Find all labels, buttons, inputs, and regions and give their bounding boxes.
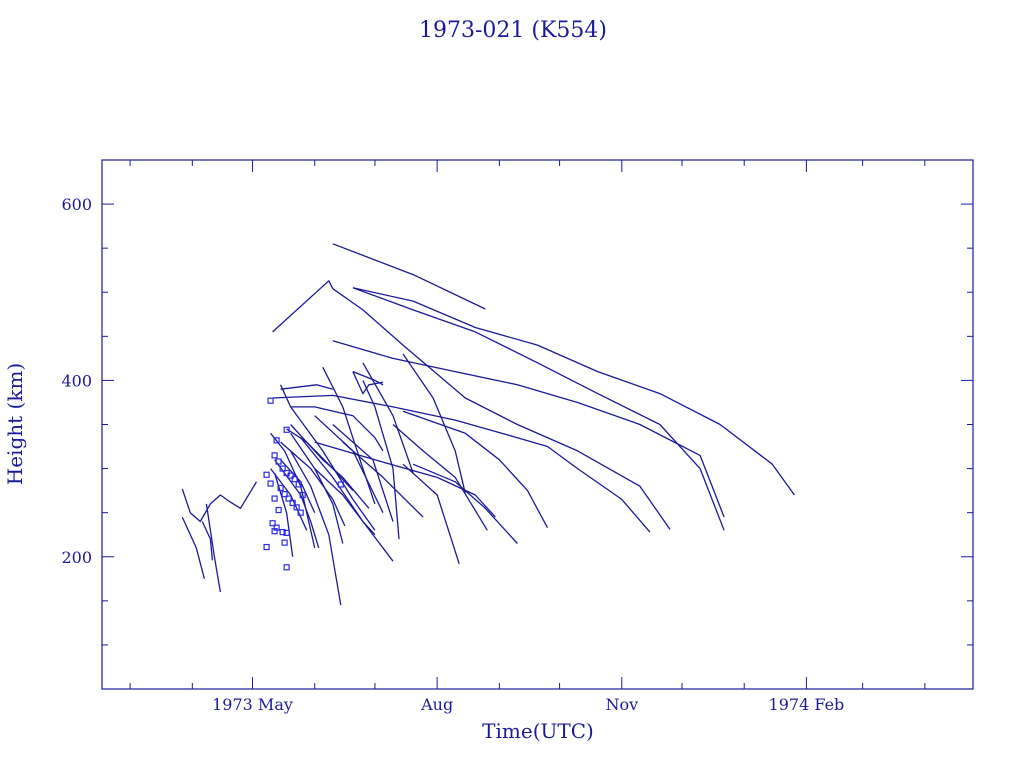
series-line-13 <box>392 424 488 531</box>
series-line-1 <box>332 243 486 310</box>
series-line-26 <box>290 450 342 606</box>
data-marker <box>281 491 288 498</box>
data-marker <box>291 476 298 483</box>
data-marker <box>295 481 302 488</box>
series-line-14 <box>402 463 460 564</box>
series-line-39 <box>205 503 222 593</box>
series-line-34 <box>286 428 354 492</box>
data-marker <box>283 529 290 537</box>
series-line-4 <box>352 287 795 496</box>
data-marker <box>299 491 306 499</box>
data-marker <box>279 528 286 536</box>
series-lines <box>181 243 795 606</box>
series-line-5 <box>352 287 725 531</box>
data-marker <box>337 481 344 488</box>
plot-frame <box>101 159 974 690</box>
x-tick-label: Nov <box>605 695 638 714</box>
series-line-21 <box>290 406 376 531</box>
series-line-20 <box>322 366 376 505</box>
data-marker <box>269 520 276 527</box>
data-marker <box>267 480 274 487</box>
series-line-6 <box>332 340 725 518</box>
y-tick-label: 600 <box>61 195 92 214</box>
data-marker <box>271 452 278 459</box>
data-markers <box>263 397 344 571</box>
data-marker <box>263 471 270 478</box>
series-line-3 <box>332 288 671 530</box>
data-marker <box>297 509 304 516</box>
series-line-15 <box>342 441 424 518</box>
x-axis: 1973 May Aug Nov 1974 Feb <box>129 160 926 714</box>
chart-title: 1973-021 (K554) <box>419 18 607 43</box>
series-line-2 <box>272 280 334 333</box>
y-tick-label: 400 <box>61 371 92 390</box>
series-line-40 <box>201 521 214 561</box>
x-tick-label: 1973 May <box>212 695 293 714</box>
data-marker <box>271 528 278 535</box>
series-line-25 <box>280 441 346 527</box>
data-marker <box>263 543 270 551</box>
data-marker <box>271 495 278 502</box>
data-marker <box>273 437 280 444</box>
data-marker <box>287 472 294 479</box>
x-tick-label: Aug <box>420 695 453 714</box>
series-line-12 <box>362 362 414 474</box>
plot-area <box>101 159 974 690</box>
series-line-28 <box>270 468 308 531</box>
series-line-7 <box>272 394 651 533</box>
series-line-36 <box>352 371 384 395</box>
x-axis-label: Time(UTC) <box>482 719 594 743</box>
series-line-10 <box>412 463 518 544</box>
series-line-32 <box>280 384 384 452</box>
data-marker <box>277 484 284 492</box>
series-line-37 <box>181 481 258 523</box>
y-axis: 200 400 600 <box>61 195 973 646</box>
series-line-31 <box>270 432 316 549</box>
data-marker <box>283 426 290 433</box>
series-line-17 <box>314 415 384 513</box>
series-line-16 <box>332 424 394 522</box>
series-line-22 <box>300 437 376 536</box>
y-axis-label: Height (km) <box>3 363 27 485</box>
data-marker <box>289 499 296 507</box>
data-marker <box>283 564 290 571</box>
data-marker <box>293 504 300 511</box>
data-marker <box>275 506 282 514</box>
series-line-11 <box>402 353 466 494</box>
y-tick-label: 200 <box>61 548 92 567</box>
data-marker <box>281 539 288 546</box>
data-marker <box>275 458 282 465</box>
series-line-38 <box>181 516 206 579</box>
data-marker <box>267 397 274 404</box>
series-line-23 <box>314 468 394 562</box>
series-line-19 <box>362 380 400 540</box>
series-line-35 <box>280 384 333 390</box>
data-marker <box>279 465 286 472</box>
data-marker <box>285 495 292 502</box>
series-line-9 <box>314 441 496 518</box>
x-tick-label: 1974 Feb <box>769 695 845 714</box>
